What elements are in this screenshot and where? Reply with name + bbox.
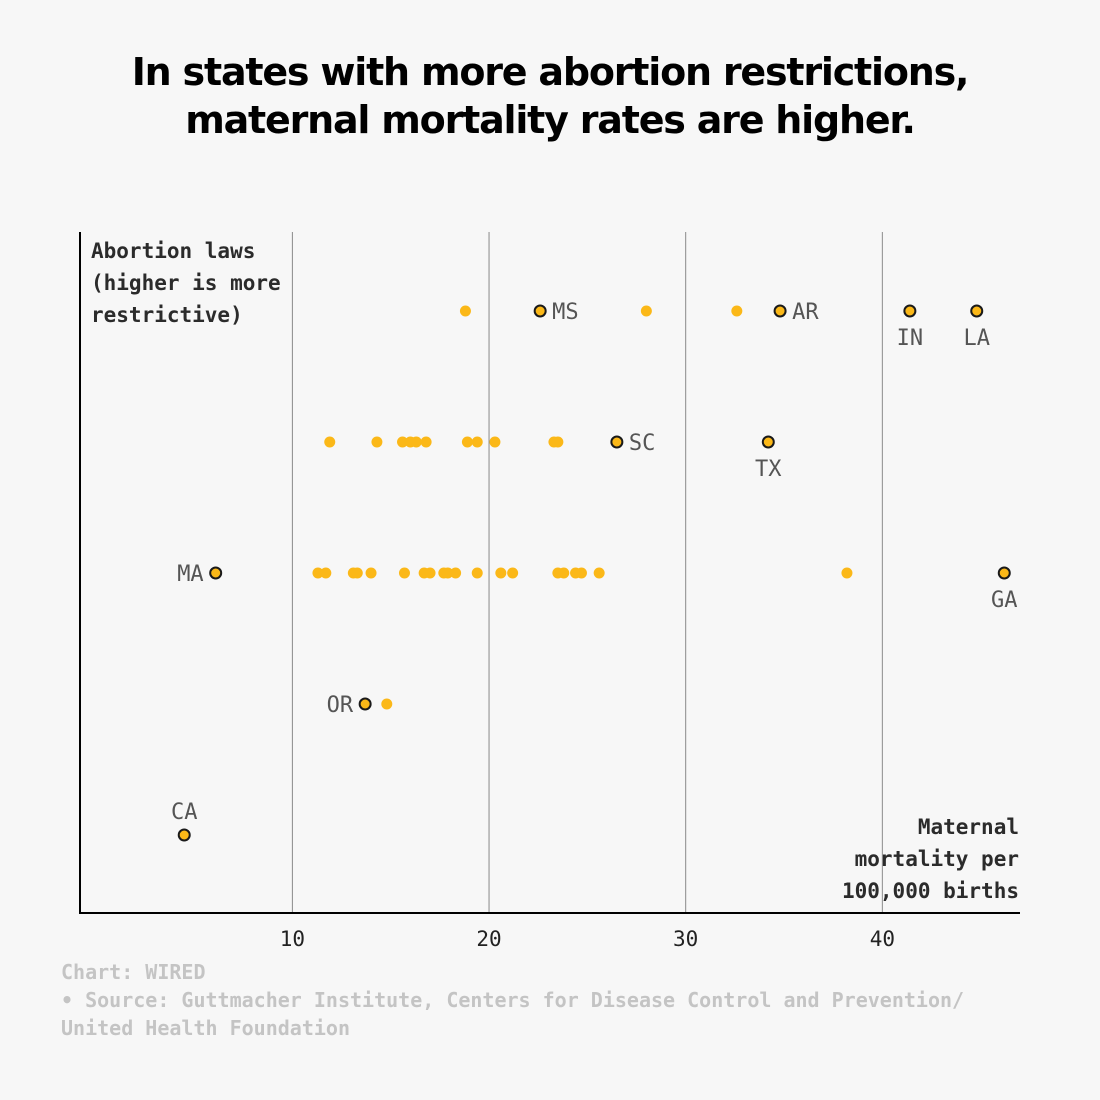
data-point: [397, 436, 409, 448]
data-point: [320, 567, 332, 579]
axis-titles: Abortion laws (higher is more restrictive)…: [91, 239, 1019, 903]
state-label-or: OR: [327, 693, 354, 718]
x-tick-labels: 10 20 30 40: [280, 927, 895, 951]
data-point: [841, 567, 853, 579]
data-point: [495, 567, 507, 579]
data-point: [424, 567, 436, 579]
data-point: [471, 567, 483, 579]
data-point: [575, 567, 587, 579]
data-point: [450, 567, 462, 579]
state-label-ga: GA: [991, 588, 1018, 613]
chart-title: In states with more abortion restriction…: [131, 50, 970, 142]
data-point: [442, 567, 454, 579]
data-point: [410, 436, 422, 448]
state-label-ms: MS: [552, 300, 579, 325]
x-tick-label: 40: [870, 927, 895, 951]
highlighted-point-ca: [177, 828, 191, 842]
x-tick-label: 30: [673, 927, 698, 951]
state-label-in: IN: [897, 326, 924, 351]
gridlines: [291, 232, 883, 913]
data-points: [177, 304, 1011, 842]
data-point: [489, 436, 501, 448]
state-labels: MS AR IN LA SC TX MA GA OR CA: [171, 300, 1018, 825]
x-axis-title-line: mortality per: [855, 847, 1019, 871]
state-label-ma: MA: [177, 562, 204, 587]
x-tick-label: 20: [476, 927, 501, 951]
data-point: [731, 305, 743, 317]
highlighted-point-or: [358, 697, 372, 711]
highlighted-point-in: [903, 304, 917, 318]
data-point: [461, 436, 473, 448]
y-axis-title-line: (higher is more: [91, 271, 281, 295]
state-label-ca: CA: [171, 800, 198, 825]
data-point: [640, 305, 652, 317]
source-line-continued: United Health Foundation: [61, 1016, 350, 1040]
data-point: [365, 567, 377, 579]
data-point: [471, 436, 483, 448]
highlighted-point-ma: [209, 566, 223, 580]
highlighted-point-tx: [761, 435, 775, 449]
highlighted-point-la: [970, 304, 984, 318]
state-label-la: LA: [963, 326, 990, 351]
data-point: [351, 567, 363, 579]
source-line: • Source: Guttmacher Institute, Centers …: [61, 988, 965, 1012]
data-point: [398, 567, 410, 579]
state-label-sc: SC: [629, 431, 656, 456]
highlighted-point-ga: [997, 566, 1011, 580]
data-point: [371, 436, 383, 448]
x-axis-title-line: 100,000 births: [842, 879, 1019, 903]
data-point: [381, 698, 393, 710]
data-point: [324, 436, 336, 448]
data-point: [558, 567, 570, 579]
data-point: [312, 567, 324, 579]
highlighted-point-ar: [773, 304, 787, 318]
state-label-tx: TX: [755, 457, 782, 482]
chart-credit: Chart: WIRED: [61, 960, 206, 984]
y-axis-title-line: restrictive): [91, 303, 243, 327]
highlighted-point-sc: [610, 435, 624, 449]
y-axis-title-line: Abortion laws: [91, 239, 255, 263]
axes: [79, 232, 1020, 914]
data-point: [459, 305, 471, 317]
data-point: [507, 567, 519, 579]
data-point: [593, 567, 605, 579]
x-axis-title-line: Maternal: [918, 815, 1019, 839]
state-label-ar: AR: [792, 300, 819, 325]
credits: Chart: WIRED • Source: Guttmacher Instit…: [61, 958, 1061, 1042]
highlighted-point-ms: [533, 304, 547, 318]
data-point: [552, 436, 564, 448]
data-point: [420, 436, 432, 448]
x-tick-label: 10: [280, 927, 305, 951]
